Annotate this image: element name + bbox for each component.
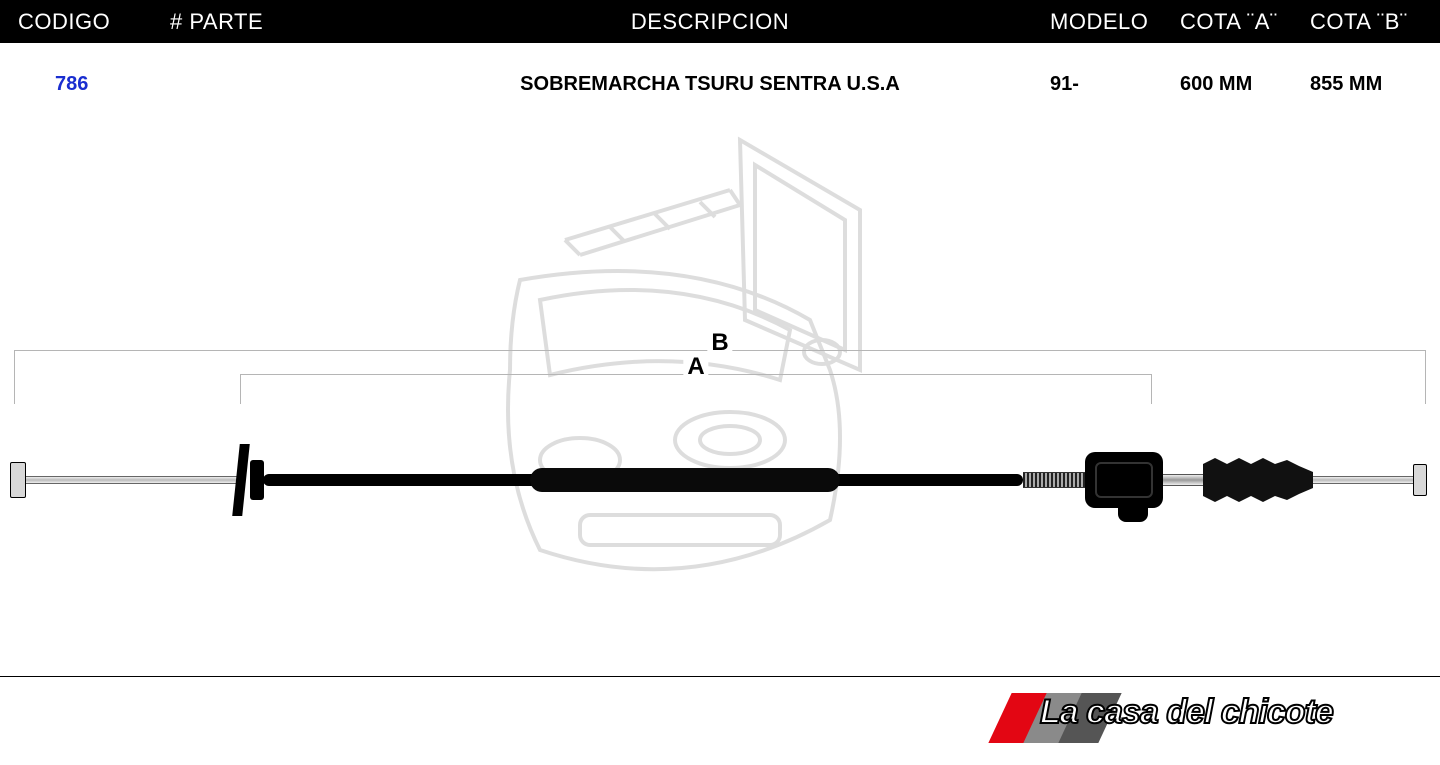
table-header: CODIGO # PARTE DESCRIPCION MODELO COTA ¨…: [0, 0, 1440, 43]
dimension-a-bracket: A: [240, 374, 1152, 404]
dimension-b-label: B: [707, 329, 732, 357]
inner-wire-right: [1313, 476, 1413, 484]
connector-block: [1085, 452, 1163, 508]
header-parte: # PARTE: [170, 9, 400, 35]
table-row: 786 SOBREMARCHA TSURU SENTRA U.S.A 91- 6…: [0, 43, 1440, 96]
header-descripcion: DESCRIPCION: [400, 9, 1050, 35]
cell-descripcion: SOBREMARCHA TSURU SENTRA U.S.A: [400, 73, 1050, 96]
center-sleeve: [530, 468, 840, 492]
header-cota-b: COTA ¨B¨: [1310, 9, 1440, 35]
header-modelo: MODELO: [1050, 9, 1180, 35]
cell-cota-a: 600 MM: [1180, 73, 1310, 96]
cell-cota-b: 855 MM: [1310, 73, 1440, 96]
rubber-boot: [1203, 456, 1313, 504]
dimension-a-label: A: [683, 353, 708, 381]
brand-logo: La casa del chicote: [1000, 685, 1420, 751]
header-cota-a: COTA ¨A¨: [1180, 9, 1310, 35]
coil-spring: [1023, 472, 1085, 488]
connector-tab: [1118, 508, 1148, 522]
cell-modelo: 91-: [1050, 73, 1180, 96]
footer-divider: [0, 676, 1440, 677]
cell-codigo: 786: [0, 73, 170, 96]
shaft-right: [1163, 474, 1203, 486]
logo-text: La casa del chicote: [1040, 693, 1333, 732]
inner-wire-left: [26, 476, 242, 484]
right-end-cap: [1413, 464, 1427, 496]
left-collar-hub: [250, 460, 264, 500]
header-codigo: CODIGO: [0, 9, 170, 35]
cable-diagram: [0, 430, 1440, 530]
left-end-cap: [10, 462, 26, 498]
